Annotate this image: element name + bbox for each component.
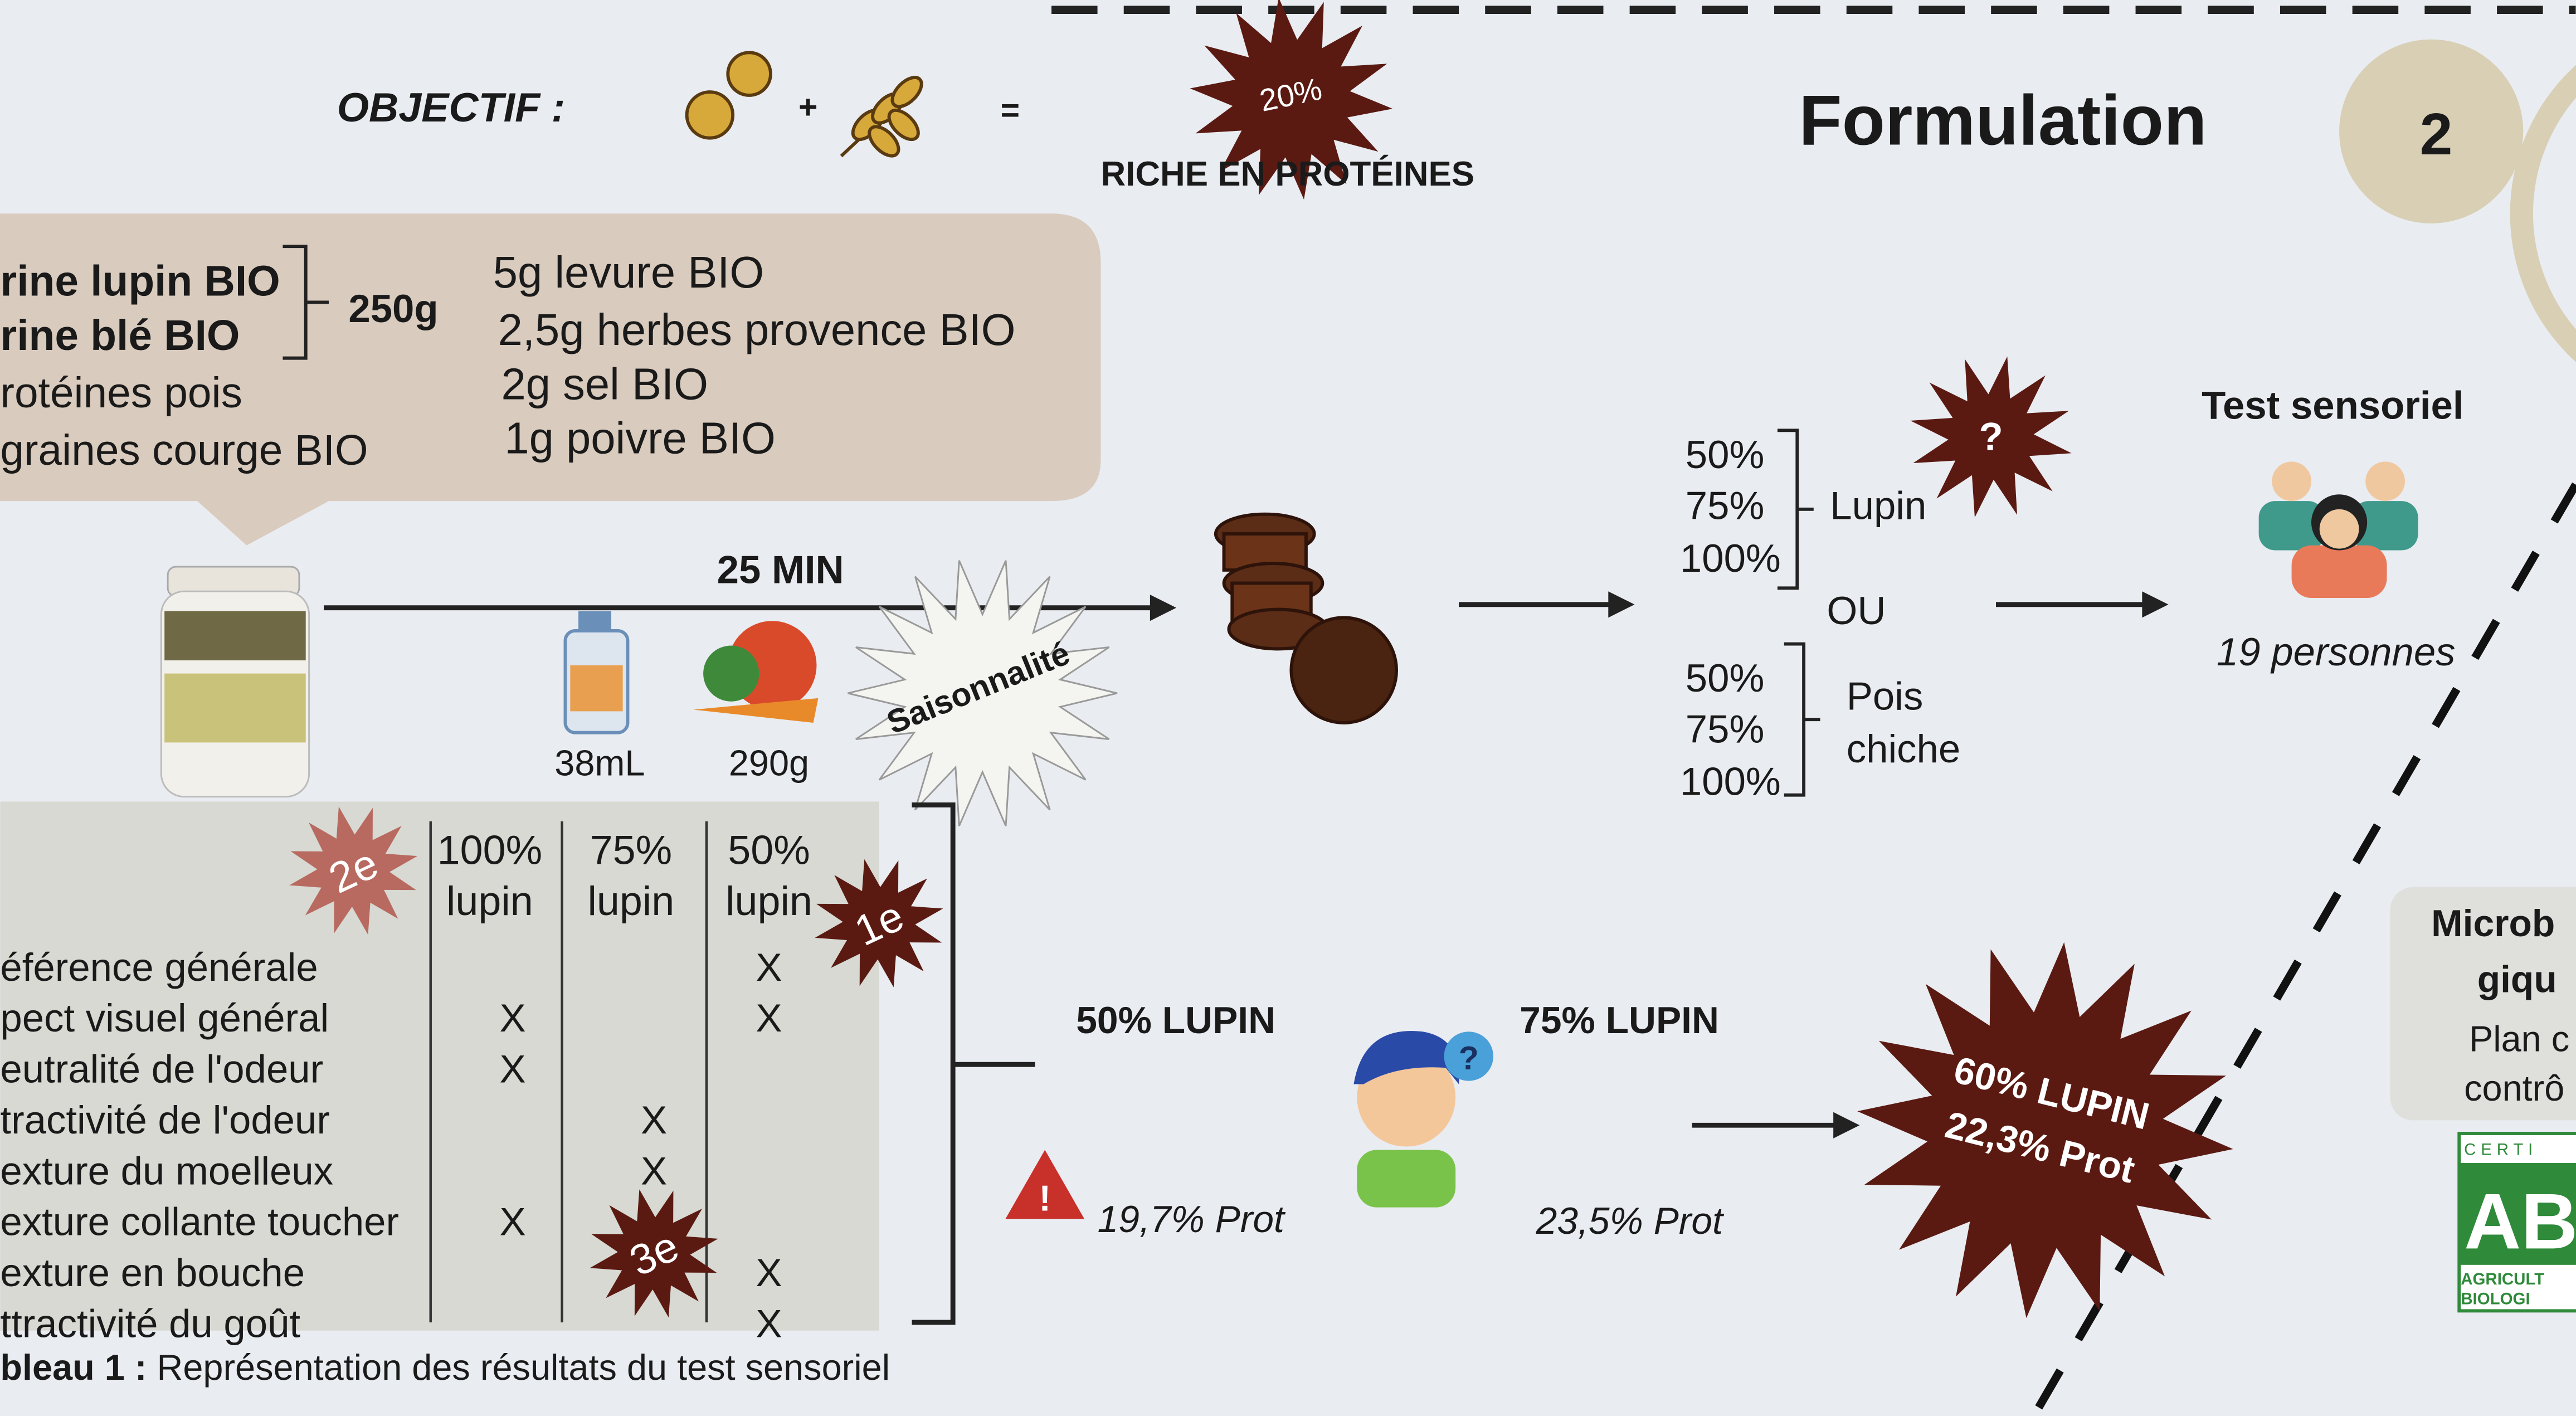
table-mark: X <box>756 945 782 989</box>
pois: chiche <box>1847 727 1960 771</box>
column-header: lupin <box>725 878 812 924</box>
extra: 1g poivre BIO <box>504 413 776 463</box>
row-label: eutralité de l'odeur <box>0 1047 323 1091</box>
protein: 19,7% Prot <box>1098 1199 1287 1240</box>
pea-icon <box>687 92 733 138</box>
shape <box>164 611 306 660</box>
logo-top: CERTI <box>2464 1140 2538 1159</box>
question: ? <box>1979 415 2003 459</box>
protein: 23,5% Prot <box>1536 1200 1725 1242</box>
result: 50% LUPIN <box>1076 1000 1275 1042</box>
flour: rine blé BIO <box>0 312 240 359</box>
ingredient: rotéines pois <box>0 369 242 417</box>
shape <box>2272 461 2311 501</box>
extra: 2g sel BIO <box>501 359 709 408</box>
caption-text: Représentation des résultats du test sen… <box>147 1347 890 1388</box>
doubt: ? <box>1459 1040 1479 1077</box>
extra: 5g levure BIO <box>493 247 764 297</box>
side-heading: giqu <box>2477 958 2557 1000</box>
or: OU <box>1827 588 1886 632</box>
flour-quantity: 250g <box>348 286 438 330</box>
column-header: lupin <box>588 878 675 924</box>
column-header: lupin <box>446 878 533 924</box>
table-mark: X <box>641 1098 667 1142</box>
step-number: 2 <box>2420 101 2453 167</box>
side-heading: Microb <box>2431 903 2555 945</box>
logo-bottom: BIOLOGI <box>2461 1290 2530 1308</box>
shape <box>1357 1150 1455 1207</box>
row-label: exture en bouche <box>0 1250 305 1295</box>
shape <box>2292 546 2387 598</box>
row-label: exture collante toucher <box>0 1200 399 1244</box>
shape <box>578 611 611 631</box>
jar-icon <box>161 567 309 797</box>
shape <box>164 674 306 743</box>
column-header: 100% <box>437 827 542 873</box>
page: Formulation html, body { margin: 0; padd… <box>0 0 2576 1416</box>
row-label: tractivité de l'odeur <box>0 1098 329 1142</box>
row-label: exture du moelleux <box>0 1149 333 1193</box>
result: 75% LUPIN <box>1520 1000 1719 1042</box>
pois-percent: 100% <box>1680 760 1781 804</box>
column-header: 50% <box>728 827 810 873</box>
test-title: Test sensoriel <box>2202 383 2463 427</box>
logo-bottom: AGRICULT <box>2461 1270 2544 1288</box>
column-header: 75% <box>590 827 672 873</box>
pois-percent: 50% <box>1686 656 1765 700</box>
oil-icon <box>565 611 627 733</box>
pois-percent: 75% <box>1686 707 1765 751</box>
ingredient: graines courge BIO <box>0 427 368 474</box>
page-body: { "header": { "objective": "OBJECTIF :",… <box>0 0 2576 1416</box>
flour: rine lupin BIO <box>0 258 280 305</box>
row-label: pect visuel général <box>0 996 329 1040</box>
bake-time: 25 MIN <box>717 547 844 591</box>
title: Formulation <box>1799 80 2207 159</box>
table-mark: X <box>500 996 526 1040</box>
shape <box>703 645 759 701</box>
extra: 2,5g herbes provence BIO <box>498 305 1016 354</box>
caption: bleau 1 : Représentation des résultats d… <box>0 1347 890 1388</box>
table-mark: X <box>756 1302 782 1346</box>
pea-icon <box>728 52 771 95</box>
plus: + <box>798 89 817 125</box>
table-mark: X <box>756 1250 782 1295</box>
oil-quantity: 38mL <box>554 742 645 783</box>
shape <box>1291 617 1396 723</box>
warning: ! <box>1039 1178 1051 1219</box>
shape <box>570 665 622 712</box>
lupin: Lupin <box>1830 484 1926 528</box>
table-mark: X <box>641 1149 667 1193</box>
poster: OBJECTIF : + = 20% RICHE EN PROTÉINES Fo… <box>0 0 2576 1416</box>
equals: = <box>1001 93 1020 129</box>
lupin-percent: 100% <box>1680 536 1781 580</box>
side-text: contrô <box>2464 1068 2564 1108</box>
caption-label: bleau 1 : <box>0 1347 147 1388</box>
vegetable-quantity: 290g <box>729 742 809 783</box>
pois: Pois <box>1847 674 1924 718</box>
lupin-percent: 50% <box>1686 432 1765 476</box>
row-label: ttractivité du goût <box>0 1302 300 1346</box>
table-mark: X <box>500 1047 526 1091</box>
row-label: éférence générale <box>0 945 318 989</box>
lupin-percent: 75% <box>1686 484 1765 528</box>
logo: AB <box>2464 1177 2576 1265</box>
table-mark: X <box>756 996 782 1040</box>
side-text: Plan c <box>2469 1019 2569 1059</box>
objective: OBJECTIF : <box>337 84 565 130</box>
shape <box>2320 509 2359 549</box>
table-mark: X <box>500 1200 526 1244</box>
shape <box>2365 461 2405 501</box>
goal: RICHE EN PROTÉINES <box>1100 155 1474 193</box>
participants: 19 personnes <box>2217 630 2456 674</box>
